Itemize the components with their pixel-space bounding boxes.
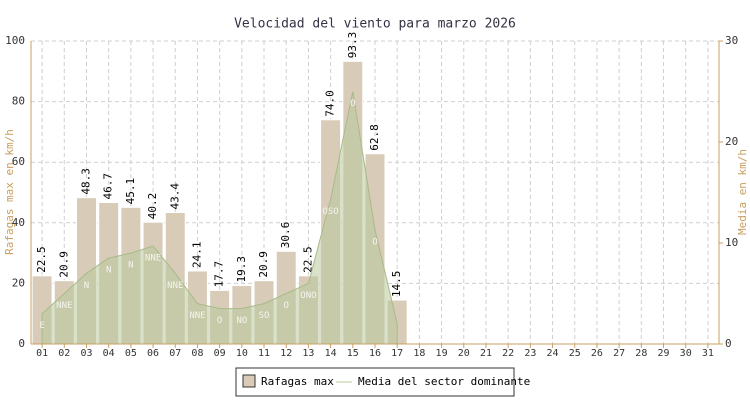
sector-label: N (106, 266, 111, 276)
sector-label: O (372, 237, 377, 247)
x-tick-label: 08 (191, 348, 203, 359)
x-tick-label: 24 (547, 348, 559, 359)
x-tick-label: 02 (58, 348, 70, 359)
y-tick-label: 60 (12, 155, 25, 168)
y-tick-label: 0 (18, 337, 25, 350)
sector-label: NNE (145, 254, 161, 264)
value-label: 17.7 (213, 261, 226, 288)
x-tick-label: 22 (502, 348, 514, 359)
x-tick-label: 07 (169, 348, 181, 359)
x-tick-label: 05 (125, 348, 137, 359)
y2-tick-label: 20 (725, 135, 738, 148)
value-label: 20.9 (257, 251, 270, 278)
y-tick-label: 100 (5, 34, 25, 47)
chart-title: Velocidad del viento para marzo 2026 (234, 17, 516, 32)
y2-tick-label: 10 (725, 236, 738, 249)
x-tick-label: 28 (635, 348, 647, 359)
value-label: 48.3 (79, 168, 92, 195)
y2-tick-label: 30 (725, 34, 738, 47)
sector-label: NNE (167, 281, 183, 291)
x-tick-label: 29 (657, 348, 669, 359)
legend-label: Rafagas max (261, 375, 334, 388)
x-tick-label: 27 (613, 348, 625, 359)
x-tick-label: 17 (391, 348, 403, 359)
y-tick-label: 40 (12, 216, 25, 229)
x-tick-label: 31 (702, 348, 714, 359)
x-tick-label: 16 (369, 348, 381, 359)
media-area (41, 91, 398, 345)
x-tick-label: 14 (325, 348, 337, 359)
y-axis-label: Rafagas max en km/h (3, 129, 16, 255)
legend-label: Media del sector dominante (358, 375, 530, 388)
value-label: 20.9 (57, 251, 70, 278)
legend-swatch (242, 374, 256, 388)
sector-label: O (284, 301, 289, 311)
value-label: 74.0 (324, 90, 337, 117)
x-tick-label: 11 (258, 348, 270, 359)
value-label: 46.7 (102, 173, 115, 200)
sector-label: ONO (300, 291, 316, 301)
value-label: 30.6 (279, 222, 292, 249)
sector-label: E (39, 321, 44, 331)
value-label: 45.1 (124, 178, 137, 205)
y-tick-label: 20 (12, 276, 25, 289)
x-tick-label: 21 (480, 348, 492, 359)
value-label: 19.3 (235, 256, 248, 283)
sector-label: N (84, 281, 89, 291)
x-tick-label: 09 (214, 348, 226, 359)
x-tick-label: 12 (280, 348, 292, 359)
x-tick-label: 04 (103, 348, 115, 359)
y-tick-label: 80 (12, 95, 25, 108)
value-label: 24.1 (190, 241, 203, 268)
value-label: 62.8 (368, 124, 381, 151)
x-tick-label: 06 (147, 348, 159, 359)
x-tick-label: 10 (236, 348, 248, 359)
x-tick-label: 23 (524, 348, 536, 359)
x-tick-label: 18 (413, 348, 425, 359)
x-tick-label: 13 (302, 348, 314, 359)
sector-label: O (217, 316, 222, 326)
value-label: 14.5 (390, 271, 403, 298)
x-tick-label: 15 (347, 348, 359, 359)
value-label: 43.4 (168, 183, 181, 210)
y2-tick-label: 0 (725, 337, 732, 350)
legend-box (235, 367, 515, 397)
x-tick-label: 03 (80, 348, 92, 359)
sector-label: OSO (322, 207, 338, 217)
x-tick-label: 25 (569, 348, 581, 359)
x-tick-label: 01 (36, 348, 48, 359)
sector-label: SO (259, 311, 270, 321)
sector-label: O (350, 99, 355, 109)
value-label: 22.5 (301, 246, 314, 273)
sector-label: NNE (189, 311, 205, 321)
value-label: 93.3 (346, 32, 359, 59)
x-tick-label: 30 (680, 348, 692, 359)
sector-label: NO (236, 316, 247, 326)
x-tick-label: 19 (436, 348, 448, 359)
x-tick-label: 26 (591, 348, 603, 359)
value-label: 22.5 (35, 246, 48, 273)
x-tick-label: 20 (458, 348, 470, 359)
sector-label: NNE (56, 301, 72, 311)
value-label: 40.2 (146, 193, 159, 220)
y2-axis-label: Media en km/h (736, 149, 749, 235)
sector-label: N (128, 261, 133, 271)
